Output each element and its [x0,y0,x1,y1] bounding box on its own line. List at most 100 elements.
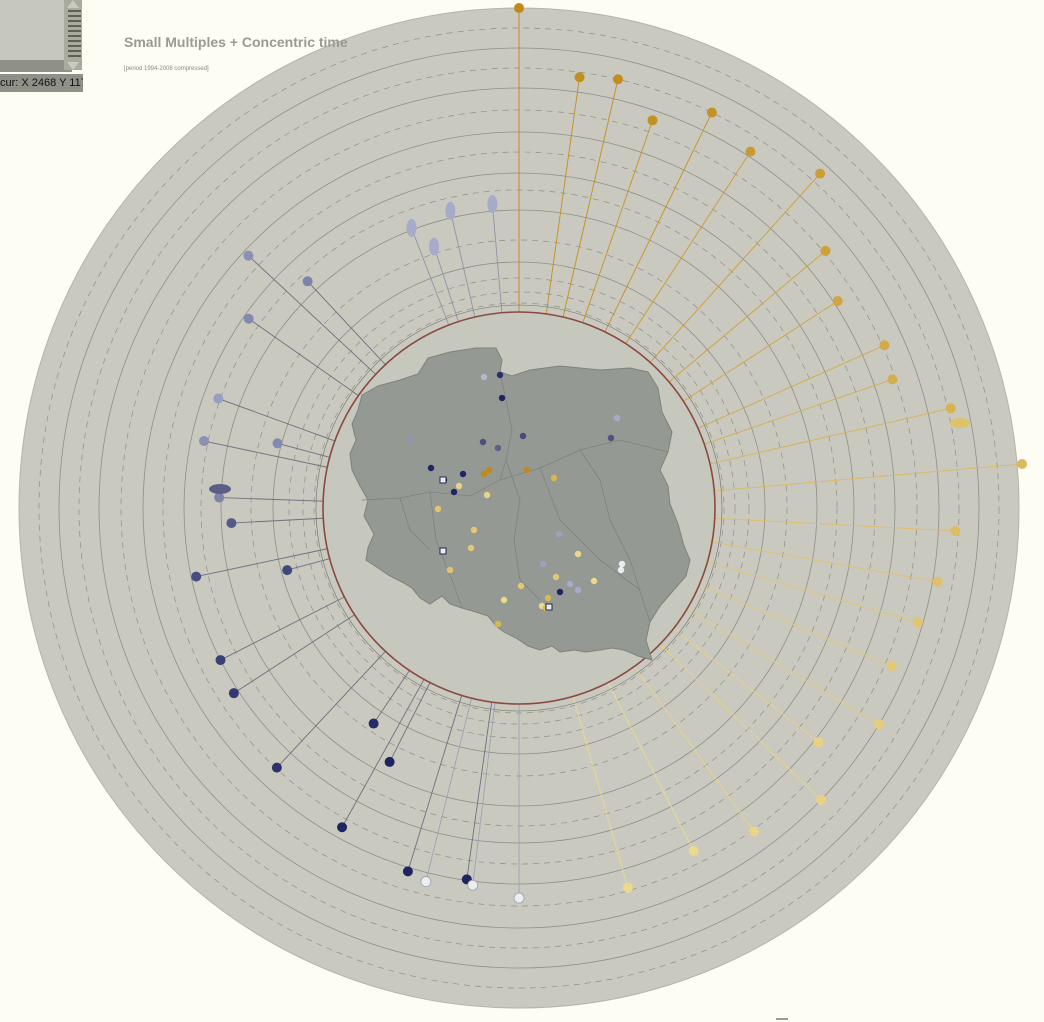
event-spoke [472,702,496,886]
map-dot [467,544,475,552]
map-marker [439,547,447,555]
event-dot [574,72,585,83]
map-dot [446,566,454,574]
map-dot [607,434,615,442]
zoom-slider[interactable] [64,0,82,70]
map-event-dots [406,371,626,628]
event-dot [215,655,226,666]
map-circle-outline [315,304,723,712]
event-dot [402,866,413,877]
event-spoke [220,596,345,661]
event-spoke [491,204,503,313]
map-dot [544,594,552,602]
event-spoke [668,250,826,383]
event-spoke [219,497,324,502]
event-dot [945,403,956,414]
event-dot [487,195,498,214]
event-spoke [604,112,713,333]
event-dot [302,276,313,287]
event-dot [745,146,756,157]
event-dot [243,250,254,261]
event-dot [420,876,432,887]
event-spoke [196,548,328,578]
event-spoke [466,702,493,880]
event-spoke [341,679,425,828]
event-spoke [699,584,892,667]
event-spoke [686,608,880,725]
event-dot [513,892,525,904]
event-dot [813,736,824,747]
event-spoke [659,643,822,801]
event-dot [879,340,890,351]
event-spoke [673,628,819,743]
event-dot [271,762,282,773]
map-dot [618,560,626,568]
event-spoke [711,541,938,583]
event-spoke [633,666,755,832]
arrow-down-icon[interactable] [67,62,79,70]
event-dot [282,565,293,576]
event-dot [816,794,827,805]
event-spoke [231,517,324,524]
event-spoke [433,246,459,322]
event-spoke [683,300,838,402]
region-border [361,439,669,501]
event-spoke [562,79,619,318]
corner-mark [776,1018,788,1020]
event-dot [622,882,633,893]
event-dot [647,115,658,126]
map-dot [485,466,493,474]
map-dot [517,582,525,590]
event-spoke [389,682,431,763]
event-dot [887,374,898,385]
map-dot [566,580,574,588]
arrow-up-icon[interactable] [67,0,79,8]
region-border [505,459,541,601]
event-spoke [425,698,473,882]
region-border [499,371,513,481]
event-dot [688,846,699,857]
event-spoke [407,695,463,872]
event-spoke [625,151,751,344]
event-spoke [697,344,885,429]
event-spoke [233,614,355,694]
ring-dashed [38,27,1000,989]
map-dot [450,488,458,496]
map-dot [556,588,564,596]
event-dot [337,822,348,833]
event-dot [912,617,923,628]
event-dot [820,245,831,256]
event-dot [368,718,379,729]
event-dot [950,525,961,536]
event-spoke [287,558,330,571]
event-spoke [649,173,821,363]
event-spoke [248,255,376,375]
event-dot [832,296,843,307]
page-subtitle: [period 1994-2008 compressed] [124,66,209,72]
event-dot [874,719,885,730]
event-dot [1017,458,1028,469]
slider-grip[interactable] [68,10,81,58]
event-dot [191,571,202,582]
map-dot [574,586,582,594]
event-spoke [277,442,330,458]
map-dot [552,573,560,581]
event-dot [406,218,417,237]
event-dot [706,107,717,118]
page-title: Small Multiples + Concentric time [124,34,348,50]
map-dot [613,414,621,422]
event-spoke [704,378,893,445]
map-dot [494,620,502,628]
cursor-readout: cur: X 2468 Y 1170 [0,74,83,92]
event-spoke [373,670,410,724]
map-dot [496,371,504,379]
zoom-control[interactable]: cur: X 2468 Y 1170 [0,0,83,92]
map-dot [459,470,467,478]
event-dot [272,438,283,449]
event-spoke [203,440,328,468]
region-border [399,497,431,551]
map-dot [479,438,487,446]
event-spoke [709,407,951,465]
event-spoke [707,561,919,623]
